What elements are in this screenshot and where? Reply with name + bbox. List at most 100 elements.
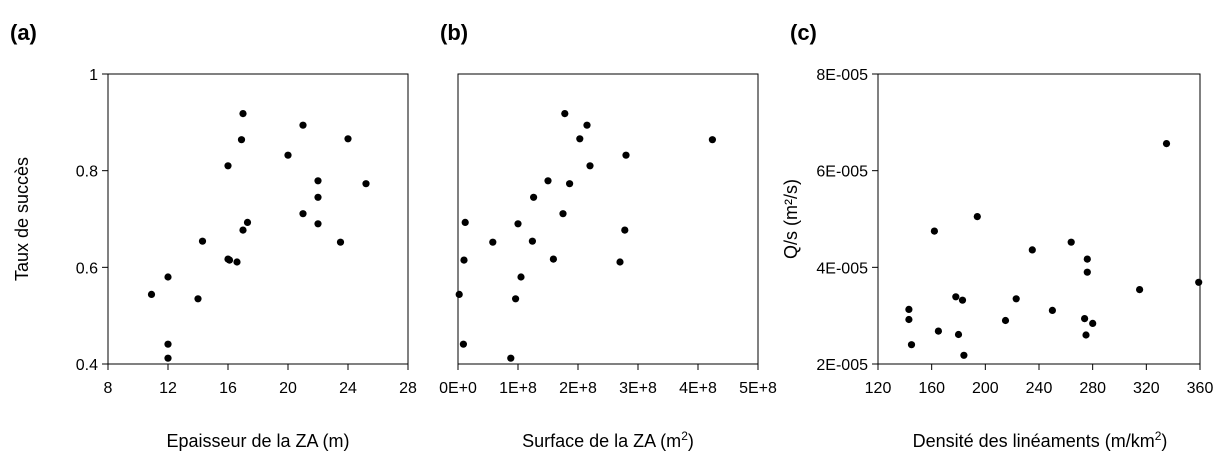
data-point-a [284, 151, 292, 159]
data-point-c [1195, 278, 1203, 286]
data-point-c [1162, 140, 1171, 148]
x-tick-label-c: 320 [1133, 380, 1160, 397]
data-point-a [233, 258, 241, 266]
data-point-c [1082, 331, 1090, 339]
y-tick-label-a: 0.8 [76, 164, 98, 181]
x-tick-label-b: 0E+0 [439, 380, 477, 397]
panel-a: (a) 8 12 16 20 24 28 0.4 0.6 0.8 1 Epaisseur de … [10, 20, 417, 451]
y-axis-title-c: Q/s (m²/s) [781, 179, 801, 259]
x-tick-label-b: 3E+8 [619, 380, 657, 397]
panel-b: (b) 0E+0 1E+8 2E+8 3E+8 4E+8 5E+8 Surface de … [439, 20, 777, 451]
panel-c: (c) 120 160 200 240 280 320 360 2E-005 4E-005 6E… [781, 20, 1213, 451]
x-tick-label-b: 4E+8 [679, 380, 717, 397]
data-point-a [164, 340, 172, 348]
data-point-a [224, 162, 232, 170]
x-tick-label-c: 160 [918, 380, 945, 397]
y-tick-label-c: 8E-005 [816, 67, 868, 84]
x-tick-label-b: 2E+8 [559, 380, 597, 397]
data-point-a [225, 256, 234, 264]
y-tick-label-a: 0.6 [76, 260, 98, 277]
data-point-b [576, 135, 584, 143]
x-tick-label-b: 1E+8 [499, 380, 537, 397]
data-point-a [314, 193, 322, 201]
x-axis-title-c: Densité des linéaments (m/km2) [913, 429, 1168, 451]
data-point-c [952, 293, 960, 301]
data-point-a [344, 135, 352, 143]
data-point-b [549, 255, 558, 263]
data-point-c [905, 305, 913, 313]
data-point-a [314, 177, 322, 185]
x-tick-label-a: 8 [104, 380, 113, 397]
y-tick-label-a: 1 [89, 67, 98, 84]
data-point-c [1048, 306, 1056, 314]
data-point-a [362, 180, 370, 188]
data-point-b [517, 273, 525, 281]
data-point-a [194, 295, 202, 303]
data-point-b [528, 237, 537, 245]
data-point-a [239, 110, 247, 118]
data-point-b [530, 193, 538, 201]
data-point-c [973, 213, 981, 221]
data-point-a [243, 218, 252, 226]
data-point-c [960, 351, 968, 359]
data-point-b [459, 340, 467, 348]
y-tick-label-a: 0.4 [76, 357, 98, 374]
data-point-a [147, 290, 156, 298]
plot-frame-c [877, 73, 1201, 365]
data-point-a [314, 220, 322, 228]
data-point-b [622, 151, 630, 159]
data-point-a [299, 210, 307, 218]
x-tick-label-c: 200 [972, 380, 999, 397]
data-point-b [616, 258, 624, 266]
y-tick-label-c: 6E-005 [816, 164, 868, 181]
x-axis-title-a: Epaisseur de la ZA (m) [166, 431, 349, 451]
x-tick-label-a: 28 [399, 380, 417, 397]
data-point-c [1001, 316, 1010, 325]
y-axis-title-a: Taux de succès [12, 157, 32, 281]
data-point-b [514, 220, 522, 228]
x-tick-label-a: 16 [219, 380, 237, 397]
data-point-c [954, 330, 963, 339]
plot-frame-b [457, 73, 759, 365]
data-point-c [930, 227, 939, 235]
data-point-a [198, 237, 207, 245]
data-point-c [958, 296, 967, 304]
panel-label-c: (c) [790, 20, 817, 45]
data-point-b [586, 162, 594, 170]
data-point-c [907, 341, 916, 349]
data-point-b [621, 226, 629, 234]
plot-frame-a [107, 73, 409, 365]
x-axis-title-b: Surface de la ZA (m2) [522, 429, 694, 451]
data-point-c [934, 327, 943, 335]
panel-label-a: (a) [10, 20, 37, 45]
data-point-b [460, 256, 468, 264]
data-point-b [583, 121, 591, 129]
data-point-a [164, 273, 172, 281]
data-point-b [566, 180, 574, 188]
data-point-b [511, 295, 520, 303]
x-tick-label-c: 240 [1026, 380, 1053, 397]
data-point-b [708, 136, 717, 144]
panel-label-b: (b) [440, 20, 468, 45]
data-point-c [1136, 286, 1144, 294]
data-point-a [299, 121, 307, 129]
data-point-c [1083, 255, 1091, 263]
data-point-b [544, 177, 552, 185]
x-tick-label-c: 120 [865, 380, 892, 397]
data-point-b [489, 238, 497, 246]
data-point-a [239, 226, 247, 234]
data-point-a [164, 354, 172, 362]
data-point-a [237, 136, 246, 144]
x-tick-label-a: 24 [339, 380, 357, 397]
x-tick-label-a: 12 [159, 380, 177, 397]
data-point-c [1083, 268, 1091, 276]
data-point-b [455, 290, 463, 298]
data-point-b [561, 110, 569, 118]
data-point-a [336, 238, 345, 246]
data-point-c [1028, 246, 1036, 254]
x-tick-label-b: 5E+8 [739, 380, 777, 397]
data-point-c [1081, 315, 1089, 323]
x-tick-label-c: 280 [1079, 380, 1106, 397]
data-point-b [559, 210, 567, 218]
